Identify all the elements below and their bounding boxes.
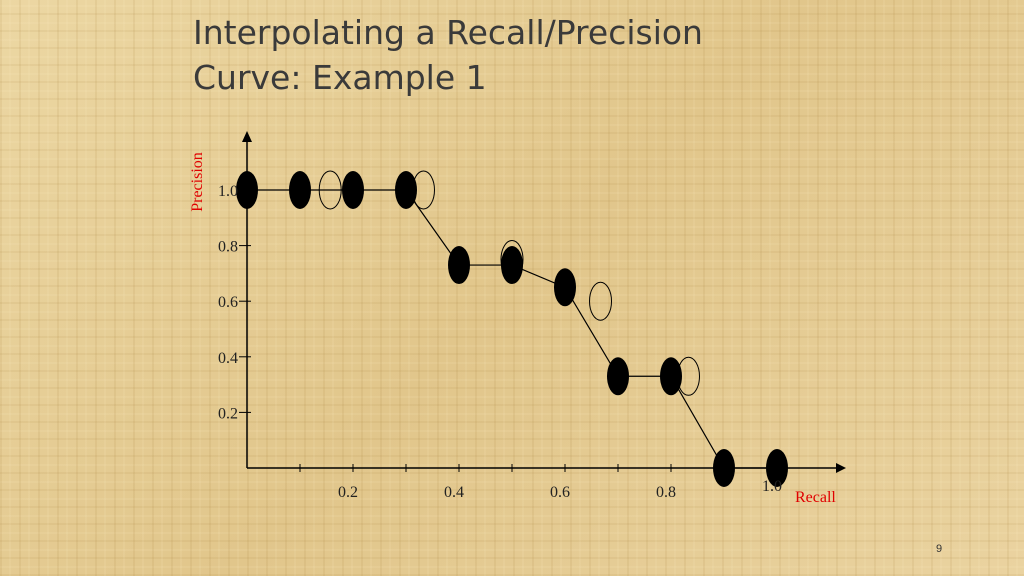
y-axis-arrow bbox=[242, 131, 252, 142]
open-point-marker bbox=[589, 281, 613, 321]
filled-point-marker bbox=[236, 171, 258, 209]
filled-point-marker bbox=[766, 449, 788, 487]
interpolated-line bbox=[247, 189, 777, 469]
filled-point-marker bbox=[607, 357, 629, 396]
open-point-marker bbox=[318, 170, 342, 210]
filled-point-marker bbox=[289, 171, 311, 209]
x-tick-label: 0.6 bbox=[550, 484, 570, 501]
filled-point-marker bbox=[713, 449, 735, 487]
y-tick-label: 0.2 bbox=[218, 405, 238, 422]
chart-labels: 0.2 0.4 0.6 0.8 1.0 0.2 0.4 0.6 0.8 1.0 Recall Prec… bbox=[189, 152, 836, 506]
filled-point-marker bbox=[660, 357, 682, 396]
slide-title-line2: Curve: Example 1 bbox=[193, 58, 487, 97]
filled-point-marker bbox=[501, 246, 523, 285]
y-tick-label: 1.0 bbox=[218, 183, 238, 200]
slide-title: Interpolating a Recall/Precision Curve: … bbox=[193, 10, 833, 100]
chart-markers bbox=[236, 170, 788, 487]
x-axis-label: Recall bbox=[795, 489, 836, 506]
filled-point-marker bbox=[395, 171, 417, 209]
filled-point-marker bbox=[342, 171, 364, 209]
x-tick-label: 0.8 bbox=[656, 484, 676, 501]
chart-ticks bbox=[239, 189, 778, 472]
x-tick-label: 1.0 bbox=[762, 478, 782, 495]
filled-point-marker bbox=[448, 246, 470, 285]
filled-point-marker bbox=[554, 268, 576, 307]
chart-axes bbox=[242, 131, 846, 473]
interpolated-curve bbox=[247, 189, 777, 469]
y-axis-label: Precision bbox=[189, 152, 206, 212]
x-tick-label: 0.4 bbox=[444, 484, 464, 501]
slide-number: 9 bbox=[936, 543, 943, 555]
x-tick-label: 0.2 bbox=[338, 484, 358, 501]
x-axis-arrow bbox=[836, 463, 846, 473]
y-tick-label: 0.4 bbox=[218, 350, 238, 367]
y-tick-label: 0.8 bbox=[218, 239, 238, 256]
y-tick-label: 0.6 bbox=[218, 294, 238, 311]
slide-title-line1: Interpolating a Recall/Precision bbox=[193, 13, 703, 52]
